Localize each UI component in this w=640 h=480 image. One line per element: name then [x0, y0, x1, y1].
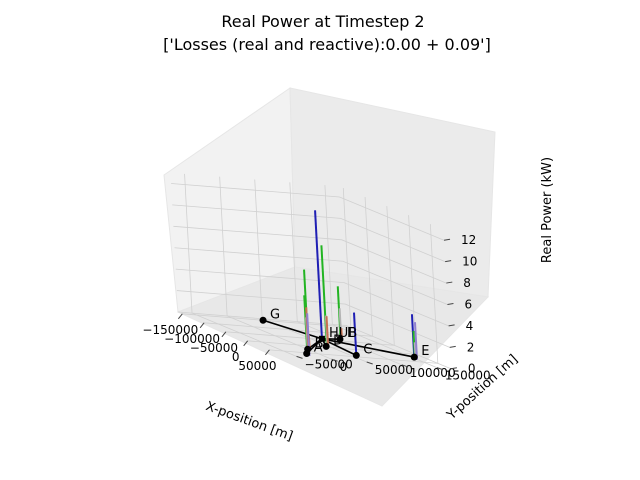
- x-tick-label: −150000: [142, 323, 198, 337]
- z-tick: [449, 345, 456, 348]
- edge-line: [262, 319, 323, 340]
- y-tick: [436, 367, 444, 371]
- y-tick-label: 100000: [410, 366, 456, 380]
- y-tick-label: −50000: [305, 357, 353, 371]
- y-tick: [331, 358, 338, 362]
- x-tick-label: 50000: [238, 359, 276, 373]
- chart-subtitle: ['Losses (real and reactive):0.00 + 0.09…: [163, 35, 491, 54]
- hub-marker: [318, 335, 325, 342]
- x-tick-label: −50000: [190, 341, 238, 355]
- node-label: A: [314, 341, 323, 356]
- x-tick: [221, 331, 227, 338]
- grid-line-z: [173, 225, 447, 284]
- x-tick-label: −100000: [164, 332, 220, 346]
- node-marker: [322, 342, 330, 350]
- power-bar: [413, 322, 418, 360]
- y-tick-label: 150000: [445, 369, 491, 383]
- z-tick: [450, 367, 457, 370]
- node-label: F: [347, 326, 354, 341]
- z-tick-label: 0: [468, 362, 476, 376]
- z-tick-label: 8: [463, 276, 471, 290]
- y-tick: [296, 355, 303, 359]
- z-tick: [443, 238, 451, 241]
- node-label: HUB: [329, 326, 357, 341]
- z-tick: [448, 324, 455, 327]
- node-label: B: [315, 336, 324, 351]
- grid-line-z: [172, 204, 446, 263]
- y-tick-label: 50000: [375, 363, 413, 377]
- y-tick: [366, 361, 373, 365]
- chart-title: Real Power at Timestep 2: [221, 12, 424, 31]
- network-nodes: HUBABCDEFG: [259, 307, 429, 361]
- grid-line-z: [174, 247, 448, 305]
- power-bar: [325, 316, 330, 349]
- grid-lines: [171, 173, 452, 370]
- grid-line-z: [171, 183, 445, 241]
- power-bars: [303, 210, 418, 360]
- y-axis-label: Y-position [m]: [444, 352, 521, 424]
- power-bar: [314, 210, 323, 339]
- z-tick-label: 6: [464, 297, 472, 311]
- x-tick-label: 0: [232, 350, 240, 364]
- edge-line: [321, 338, 415, 358]
- z-tick-label: 10: [462, 255, 477, 269]
- z-tick-label: 2: [467, 340, 475, 354]
- grid-line-z: [175, 268, 449, 327]
- z-tick: [446, 281, 453, 284]
- z-tick-label: 12: [461, 233, 476, 247]
- node-marker: [336, 335, 344, 343]
- node-marker: [352, 351, 360, 359]
- x-axis-label: X-position [m]: [204, 399, 295, 444]
- power-bar: [353, 312, 358, 356]
- x-tick: [243, 340, 249, 347]
- y-tick: [401, 364, 408, 368]
- z-tick: [445, 260, 452, 263]
- node-label: G: [270, 307, 280, 322]
- node-marker: [410, 353, 418, 361]
- node-marker: [259, 316, 267, 324]
- node-marker: [304, 345, 312, 353]
- z-tick-label: 4: [466, 319, 474, 333]
- x-tick: [177, 313, 183, 320]
- z-axis-label: Real Power (kW): [540, 157, 555, 263]
- x-tick: [265, 349, 270, 356]
- y-tick-label: 0: [340, 360, 348, 374]
- x-tick: [199, 322, 205, 329]
- node-label: C: [363, 342, 372, 357]
- z-tick: [447, 302, 454, 305]
- node-label: E: [421, 344, 429, 359]
